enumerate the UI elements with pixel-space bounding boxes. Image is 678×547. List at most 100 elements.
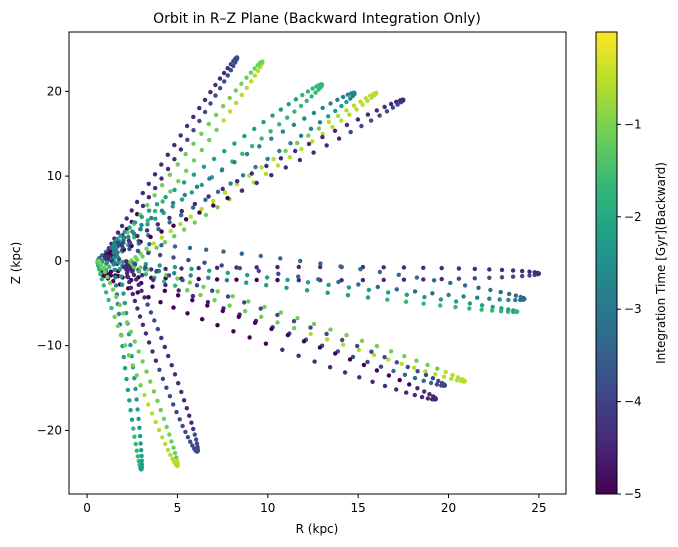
orbit-point [96,267,102,272]
orbit-point [103,290,109,295]
chart-title: Orbit in R–Z Plane (Backward Integration… [153,11,481,27]
orbit-point [133,255,138,260]
orbit-point [190,293,196,299]
orbit-point [433,395,438,401]
orbit-point [165,166,171,172]
orbit-point [161,279,167,284]
y-tick-label: 10 [47,169,62,183]
orbit-point [139,466,144,471]
orbit-point [194,184,200,189]
orbit-point [122,229,127,235]
orbit-point [296,264,301,270]
orbit-point [224,278,230,283]
orbit-point [338,264,343,269]
orbit-point [99,277,105,282]
orbit-point [132,261,138,267]
colorbar-label: Integration Time [Gyr](Backward) [654,162,668,364]
orbit-point [136,241,142,246]
orbit-point [127,225,132,230]
x-tick-label: 20 [441,501,456,515]
orbit-point [361,362,367,368]
orbit-point [113,283,119,288]
orbit-point [248,70,254,75]
orbit-point [190,443,195,448]
orbit-point [144,369,149,374]
orbit-point [232,141,237,146]
orbit-point [179,197,185,202]
orbit-point [467,306,472,311]
orbit-point [148,379,153,384]
orbit-point [207,137,212,143]
orbit-point [122,300,128,306]
orbit-point [115,254,120,260]
y-tick-label: 0 [54,254,62,268]
orbit-point [297,157,303,163]
orbit-point [150,349,155,354]
orbit-point [234,265,239,270]
orbit-point [230,294,235,299]
orbit-point [162,288,167,293]
orbit-point [201,284,206,289]
orbit-point [283,165,288,170]
orbit-point [177,417,182,422]
orbit-point [138,383,143,388]
orbit-point [436,378,441,384]
orbit-point [264,283,269,288]
orbit-point [115,230,121,235]
orbit-point [152,172,158,177]
orbit-point [172,264,178,270]
orbit-point [128,329,134,334]
orbit-point [320,105,325,111]
orbit-point [365,295,371,300]
orbit-point [351,90,356,96]
orbit-point [100,265,106,271]
orbit-point [213,112,219,118]
orbit-point [140,322,146,327]
orbit-point [255,68,261,74]
orbit-point [296,274,301,279]
orbit-point [341,342,346,347]
orbit-point [374,343,380,349]
orbit-point [239,251,244,256]
orbit-point [328,327,333,332]
orbit-point [438,303,443,308]
orbit-point [166,353,171,359]
orbit-point [378,364,384,369]
orbit-point [254,180,259,186]
orbit-point [135,306,140,311]
orbit-point [134,448,139,453]
orbit-point [190,205,196,210]
orbit-point [394,99,399,105]
x-tick-label: 10 [260,501,275,515]
orbit-point [124,259,129,264]
orbit-point [127,398,132,403]
orbit-point [467,301,473,306]
orbit-point [155,326,160,332]
orbit-point [340,94,346,100]
orbit-point [162,344,167,350]
orbit-point [324,331,329,337]
orbit-point [222,79,227,84]
orbit-point [125,275,131,280]
orbit-point [438,297,444,302]
orbit-point [167,215,172,221]
orbit-point [219,168,225,173]
orbit-point [423,369,428,374]
orbit-point [183,217,189,222]
orbit-point [147,242,152,247]
orbit-point [249,79,254,84]
orbit-point [487,275,492,280]
orbit-point [98,271,103,277]
orbit-point [222,190,228,195]
orbit-point [152,208,158,214]
colorbar-tick-label: −2 [624,210,642,224]
orbit-point [125,387,131,393]
orbit-point [172,283,178,288]
orbit-point [520,273,525,279]
orbit-point [200,317,205,322]
orbit-point [214,265,220,270]
orbit-point [304,288,310,293]
orbit-point [450,372,455,378]
orbit-point [135,248,141,254]
orbit-point [316,87,321,92]
